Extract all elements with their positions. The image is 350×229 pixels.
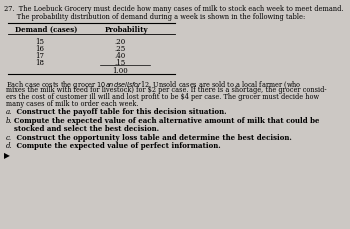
Text: Compute the expected value of each alternative amount of milk that could be: Compute the expected value of each alter…	[14, 117, 320, 124]
Text: .20: .20	[114, 38, 126, 46]
Text: a.: a.	[6, 108, 12, 115]
Text: The probability distribution of demand during a week is shown in the following t: The probability distribution of demand d…	[4, 13, 305, 21]
Text: many cases of milk to order each week.: many cases of milk to order each week.	[6, 100, 139, 108]
Text: c.: c.	[6, 134, 12, 141]
Text: mixes the milk with feed for livestock) for $2 per case. If there is a shortage,: mixes the milk with feed for livestock) …	[6, 86, 327, 94]
Text: Construct the payoff table for this decision situation.: Construct the payoff table for this deci…	[14, 108, 227, 115]
Text: 18: 18	[35, 59, 44, 67]
Text: .25: .25	[114, 45, 126, 53]
Text: 16: 16	[35, 45, 44, 53]
Text: 1.00: 1.00	[112, 67, 128, 75]
Text: Compute the expected value of perfect information.: Compute the expected value of perfect in…	[14, 141, 221, 149]
Text: ▶: ▶	[4, 151, 10, 159]
Text: d.: d.	[6, 141, 13, 149]
Text: stocked and select the best decision.: stocked and select the best decision.	[14, 124, 159, 132]
Text: Construct the opportunity loss table and determine the best decision.: Construct the opportunity loss table and…	[14, 134, 292, 141]
Text: b.: b.	[6, 117, 13, 124]
Text: 17: 17	[35, 52, 44, 60]
Text: ers the cost of customer ill will and lost profit to be $4 per case. The grocer : ers the cost of customer ill will and lo…	[6, 93, 319, 101]
Text: Each case costs the grocer $10 and sells for $12. Unsold cases are sold to a loc: Each case costs the grocer $10 and sells…	[6, 79, 301, 91]
Text: 27.  The Loebuck Grocery must decide how many cases of milk to stock each week t: 27. The Loebuck Grocery must decide how …	[4, 5, 343, 13]
Text: Demand (cases): Demand (cases)	[15, 26, 77, 34]
Text: .15: .15	[114, 59, 126, 67]
Text: Probability: Probability	[105, 26, 149, 34]
Text: 15: 15	[35, 38, 44, 46]
Text: .40: .40	[114, 52, 126, 60]
